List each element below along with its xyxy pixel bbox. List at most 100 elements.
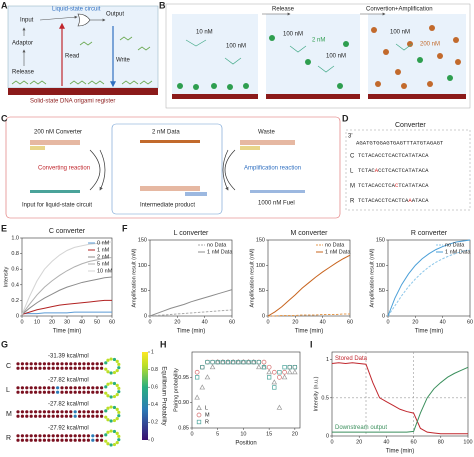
row-label: C <box>6 363 11 370</box>
y-tick-label: 150 <box>256 237 265 243</box>
x-tick-label: 60 <box>109 319 115 325</box>
label: 100 nM <box>326 54 346 60</box>
base <box>112 405 117 410</box>
point <box>292 365 298 370</box>
arrow <box>39 15 78 21</box>
point <box>194 375 200 380</box>
row-label: C <box>350 154 355 160</box>
y-axis-label: Intensity (n.u.) <box>313 376 319 411</box>
x-tick-label: 20 <box>412 319 418 325</box>
x-tick-label: 10 <box>240 431 246 437</box>
point <box>287 365 292 370</box>
base <box>51 410 55 414</box>
base <box>42 362 47 366</box>
x-tick-label: 0 <box>386 319 389 325</box>
base <box>91 414 95 418</box>
gate <box>77 13 91 27</box>
row-label: L <box>6 387 10 394</box>
x-tick-label: 40 <box>440 319 446 325</box>
base <box>69 410 73 414</box>
base <box>104 433 108 437</box>
base <box>51 386 55 390</box>
base <box>56 386 60 390</box>
point <box>251 359 256 365</box>
register-bar <box>368 94 466 99</box>
point <box>230 359 236 365</box>
base <box>34 434 38 438</box>
series-line <box>22 311 112 315</box>
base <box>73 414 77 418</box>
base <box>117 362 121 366</box>
label: 100 nM <box>226 44 246 50</box>
x-tick-label: 0 <box>148 319 151 325</box>
base <box>42 366 47 370</box>
series-label: Stored Data <box>335 356 368 362</box>
base <box>112 357 117 362</box>
base <box>91 366 95 370</box>
point <box>246 359 251 365</box>
point <box>210 359 215 365</box>
point <box>281 374 288 380</box>
base <box>106 370 110 374</box>
energy: -27.92 kcal/mol <box>48 426 89 432</box>
base <box>25 366 29 370</box>
sequence-part: TCATATACA <box>398 182 429 189</box>
strand <box>30 140 80 145</box>
y-tick-label: 0 <box>326 433 329 439</box>
legend-label: no Data <box>207 242 227 248</box>
x-tick-label: 50 <box>94 319 100 325</box>
point <box>220 359 226 365</box>
base <box>56 366 60 370</box>
base <box>104 439 108 443</box>
label: Intermediate product <box>140 203 195 209</box>
base <box>106 382 110 386</box>
x-tick-label: 60 <box>411 439 417 445</box>
base <box>25 414 29 418</box>
base <box>106 418 110 422</box>
base <box>60 362 64 366</box>
base <box>115 407 119 411</box>
register-bar <box>266 94 360 99</box>
base <box>117 438 121 442</box>
legend-label: 1 nM Data <box>207 249 233 255</box>
base <box>47 410 51 414</box>
y-tick-label: 1 <box>326 357 329 363</box>
base <box>47 414 51 418</box>
base <box>51 438 55 442</box>
base <box>95 438 99 442</box>
base <box>25 438 29 442</box>
base <box>51 434 55 438</box>
colorbar-tick-label: 1 <box>151 349 154 355</box>
y-tick-label: 0.6 <box>11 267 19 273</box>
base <box>73 410 77 414</box>
base <box>56 434 60 438</box>
base <box>25 434 29 438</box>
base <box>25 390 29 394</box>
y-tick-label: 0.5 <box>321 395 329 401</box>
base <box>82 414 86 418</box>
base <box>82 366 86 370</box>
base <box>69 414 73 418</box>
x-tick-label: 60 <box>229 319 235 325</box>
y-tick-label: 100 <box>376 263 385 269</box>
base <box>78 410 82 414</box>
base <box>60 410 64 414</box>
base <box>34 438 38 442</box>
point <box>200 365 205 370</box>
base <box>91 390 95 394</box>
chart-title: C converter <box>49 228 86 235</box>
box <box>368 14 466 94</box>
y-tick-label: 1.0 <box>11 235 19 241</box>
base <box>47 438 51 442</box>
colorbar <box>142 352 148 440</box>
base <box>100 434 104 438</box>
strand <box>240 140 295 145</box>
strand <box>185 192 207 196</box>
x-axis-label: Position <box>235 441 256 447</box>
y-axis-label: Intensity <box>3 267 9 288</box>
base <box>42 414 47 418</box>
base <box>64 410 68 414</box>
point <box>256 359 262 365</box>
y-axis-label: Amplification result (nM) <box>249 248 255 307</box>
